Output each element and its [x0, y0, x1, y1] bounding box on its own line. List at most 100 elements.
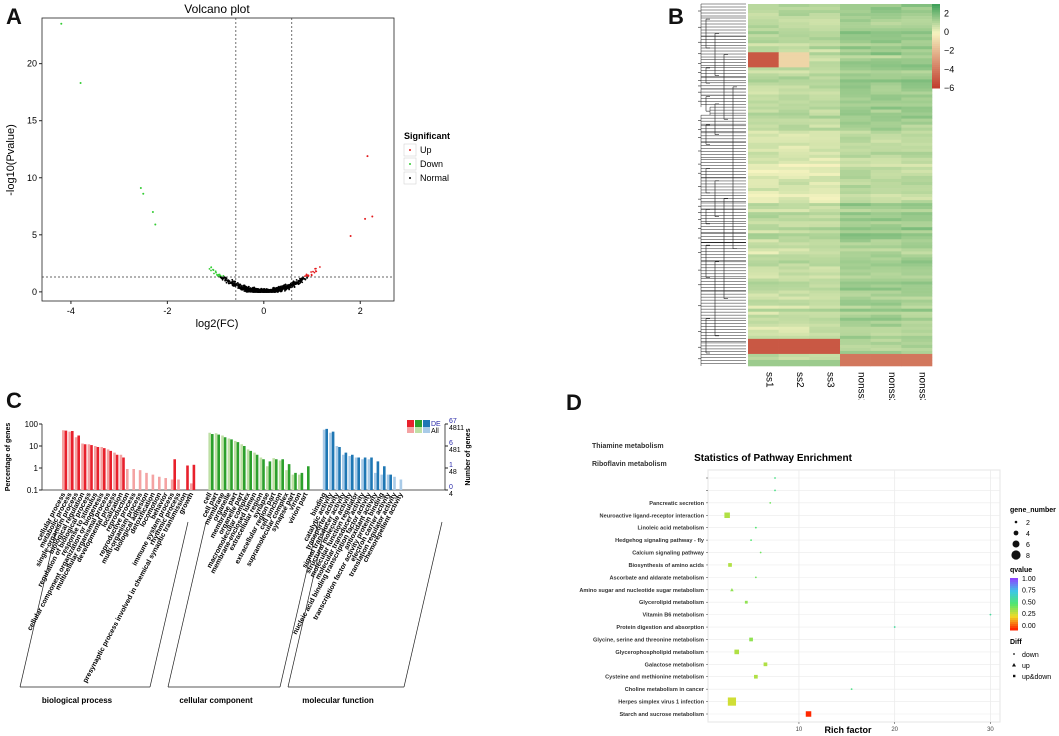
volcano-point	[225, 281, 228, 284]
legend-qvalue-step	[1010, 608, 1018, 611]
heatmap-cell	[870, 118, 902, 122]
go-bar-de	[211, 434, 214, 490]
go-bar-all	[291, 474, 295, 490]
go-bar-de	[294, 472, 297, 490]
heatmap-cell	[901, 19, 933, 23]
legend-dot-normal	[409, 177, 411, 179]
heatmap-cell	[840, 323, 871, 328]
heatmap-cell	[748, 34, 779, 38]
heatmap-cell	[870, 142, 902, 147]
heatmap-cell	[778, 52, 810, 56]
colorbar-step	[932, 37, 940, 41]
heatmap-cell	[901, 290, 933, 294]
heatmap-cell	[901, 70, 933, 74]
heatmap-cell	[870, 100, 902, 104]
go-bar-de	[83, 444, 87, 490]
heatmap-cell	[870, 284, 902, 288]
heatmap-cell	[809, 311, 841, 316]
heatmap-cell	[901, 344, 933, 349]
volcano-point	[265, 290, 268, 293]
heatmap-cell	[809, 320, 841, 325]
volcano-point	[256, 291, 259, 293]
heatmap-cell	[901, 194, 933, 198]
heatmap-cell	[901, 245, 933, 249]
heatmap-cell	[870, 185, 902, 189]
volcano-point	[212, 268, 214, 271]
heatmap-cell	[748, 215, 779, 219]
kegg-grid	[707, 469, 1001, 723]
volcano-point	[271, 291, 273, 293]
volcano-point	[237, 287, 240, 289]
go-bar-de	[357, 457, 360, 490]
volcano-ylabel: -log10(Pvalue)	[5, 124, 17, 196]
volcano-point	[306, 277, 308, 279]
legend-gene-number-title: gene_number	[1010, 507, 1056, 514]
heatmap-cell	[809, 94, 841, 98]
heatmap-cell	[748, 136, 779, 141]
heatmap-cell	[840, 49, 871, 53]
heatmap-cell	[870, 200, 902, 204]
heatmap-cell	[840, 67, 871, 71]
heatmap-cell	[870, 335, 902, 340]
kegg-pathway-label: Herpes simplex virus 1 infection	[618, 700, 704, 706]
heatmap-cell	[778, 248, 810, 252]
heatmap-cell	[840, 25, 871, 29]
volcano-legend: Significant Up Down Normal	[403, 131, 450, 185]
heatmap-cell	[778, 25, 810, 29]
heatmap-cell	[901, 269, 933, 273]
heatmap-cell	[840, 64, 871, 68]
heatmap-cell	[809, 121, 841, 125]
heatmap-cell	[778, 338, 810, 343]
heatmap-cell	[870, 103, 902, 107]
heatmap-cell	[778, 278, 810, 282]
heatmap-cell	[809, 142, 841, 147]
heatmap-cell	[748, 326, 779, 331]
heatmap-cell	[809, 200, 841, 204]
heatmap-cell	[809, 16, 841, 20]
volcano-point	[288, 287, 290, 290]
heatmap-cell	[870, 139, 902, 144]
legend-qvalue-step	[1010, 596, 1018, 599]
heatmap-cell	[778, 175, 810, 180]
heatmap-cell	[778, 263, 810, 267]
heatmap-cell	[901, 157, 933, 162]
heatmap-cell	[748, 88, 779, 92]
go-right-tick-label-all: 4811	[449, 425, 464, 432]
heatmap-cell	[870, 242, 902, 246]
heatmap-cell	[778, 22, 810, 26]
heatmap-cell	[809, 70, 841, 74]
heatmap-cell	[870, 296, 902, 300]
heatmap-cell	[870, 43, 902, 47]
heatmap-cell	[870, 22, 902, 26]
heatmap-cell	[840, 139, 871, 144]
heatmap-cell	[778, 49, 810, 53]
heatmap-cell	[778, 326, 810, 331]
heatmap-cell	[870, 130, 902, 135]
volcano-point	[280, 288, 282, 291]
heatmap-cell	[870, 40, 902, 44]
heatmap-cell	[809, 22, 841, 26]
heatmap-cell	[840, 275, 871, 279]
legend-size-dot	[1011, 550, 1021, 560]
heatmap-cell	[840, 287, 871, 291]
legend-size-label: 2	[1026, 520, 1030, 527]
heatmap-cell	[901, 25, 933, 29]
kegg-pathway-label: Protein digestion and absorption	[616, 625, 704, 631]
heatmap-cell	[809, 236, 841, 240]
heatmap-cell	[901, 257, 933, 261]
heatmap-cell	[778, 7, 810, 11]
heatmap-cell	[778, 335, 810, 340]
heatmap-cell	[809, 85, 841, 89]
volcano-point	[221, 278, 224, 281]
heatmap-cell	[870, 248, 902, 252]
heatmap-cell	[809, 76, 841, 80]
y-tick-label: 20	[27, 59, 37, 69]
go-bar-all	[298, 474, 301, 490]
heatmap-cell	[840, 341, 871, 346]
heatmap-cell	[748, 163, 779, 168]
heatmap-cell	[840, 169, 871, 174]
kegg-point-down	[750, 539, 752, 542]
heatmap-column-label: nonss1	[855, 372, 866, 400]
heatmap-cell	[778, 356, 810, 361]
heatmap-cell	[809, 148, 841, 153]
